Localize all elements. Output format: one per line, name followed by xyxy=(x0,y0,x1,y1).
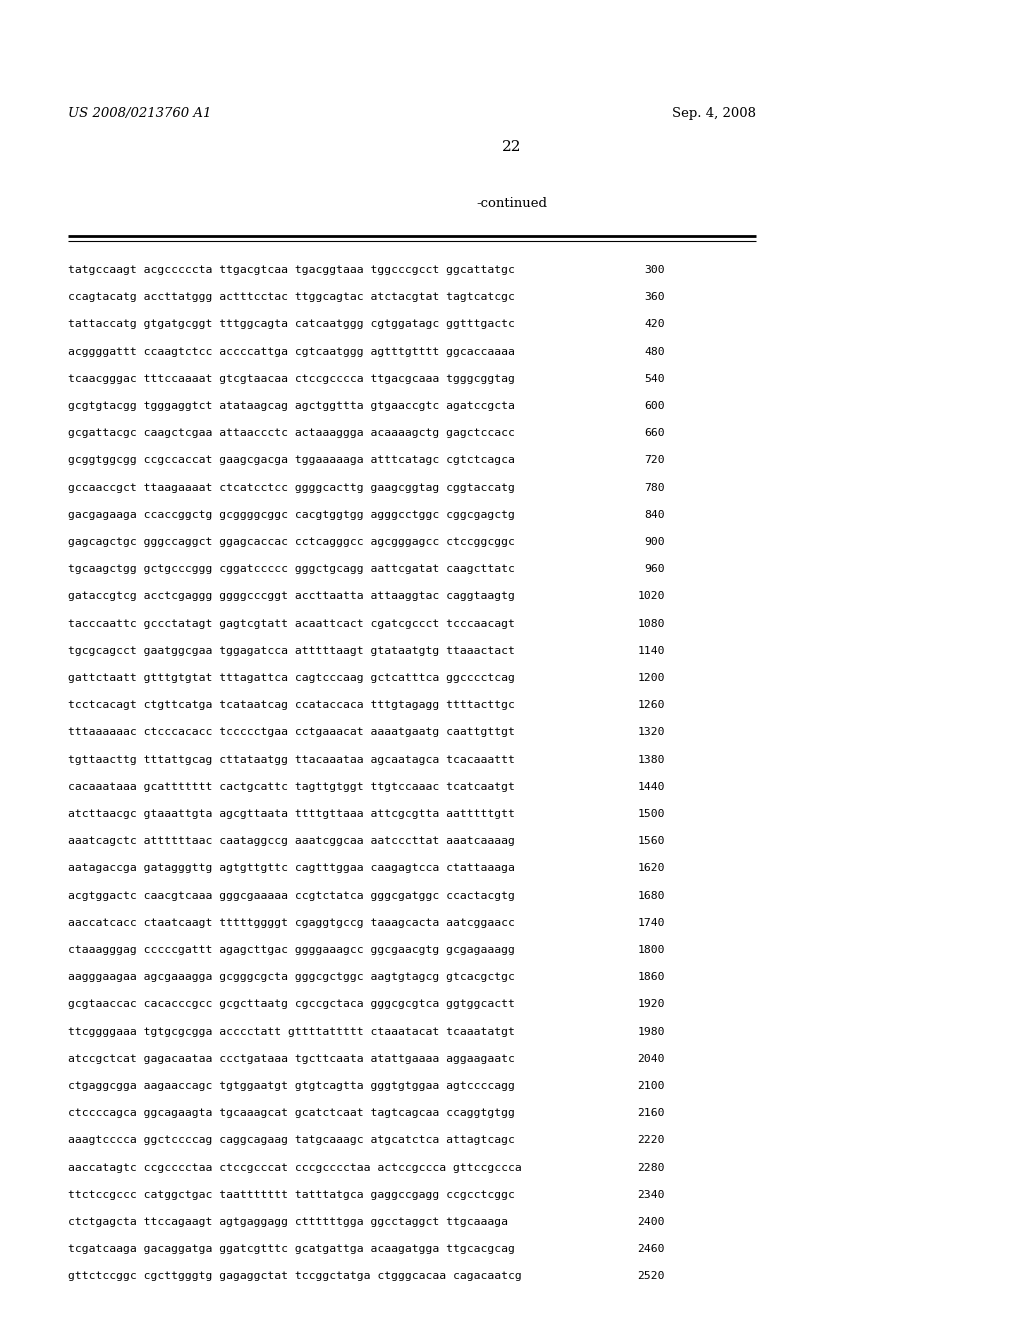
Text: gattctaatt gtttgtgtat tttagattca cagtcccaag gctcatttca ggcccctcag: gattctaatt gtttgtgtat tttagattca cagtccc… xyxy=(68,673,515,682)
Text: atcttaacgc gtaaattgta agcgttaata ttttgttaaa attcgcgtta aatttttgtt: atcttaacgc gtaaattgta agcgttaata ttttgtt… xyxy=(68,809,515,818)
Text: tcaacgggac tttccaaaat gtcgtaacaa ctccgcccca ttgacgcaaa tgggcggtag: tcaacgggac tttccaaaat gtcgtaacaa ctccgcc… xyxy=(68,374,515,384)
Text: cacaaataaa gcattttttt cactgcattc tagttgtggt ttgtccaaac tcatcaatgt: cacaaataaa gcattttttt cactgcattc tagttgt… xyxy=(68,781,515,792)
Text: aaccatcacc ctaatcaagt tttttggggt cgaggtgccg taaagcacta aatcggaacc: aaccatcacc ctaatcaagt tttttggggt cgaggtg… xyxy=(68,917,515,928)
Text: ccagtacatg accttatggg actttcctac ttggcagtac atctacgtat tagtcatcgc: ccagtacatg accttatggg actttcctac ttggcag… xyxy=(68,292,515,302)
Text: 1380: 1380 xyxy=(638,755,665,764)
Text: ctaaagggag cccccgattt agagcttgac ggggaaagcc ggcgaacgtg gcgagaaagg: ctaaagggag cccccgattt agagcttgac ggggaaa… xyxy=(68,945,515,954)
Text: 1140: 1140 xyxy=(638,645,665,656)
Text: tcgatcaaga gacaggatga ggatcgtttc gcatgattga acaagatgga ttgcacgcag: tcgatcaaga gacaggatga ggatcgtttc gcatgat… xyxy=(68,1245,515,1254)
Text: 720: 720 xyxy=(644,455,665,466)
Text: gacgagaaga ccaccggctg gcggggcggc cacgtggtgg agggcctggc cggcgagctg: gacgagaaga ccaccggctg gcggggcggc cacgtgg… xyxy=(68,510,515,520)
Text: aaatcagctc attttttaac caataggccg aaatcggcaa aatcccttat aaatcaaaag: aaatcagctc attttttaac caataggccg aaatcgg… xyxy=(68,836,515,846)
Text: 2280: 2280 xyxy=(638,1163,665,1172)
Text: tatgccaagt acgcccccta ttgacgtcaa tgacggtaaa tggcccgcct ggcattatgc: tatgccaagt acgcccccta ttgacgtcaa tgacggt… xyxy=(68,265,515,275)
Text: atccgctcat gagacaataa ccctgataaa tgcttcaata atattgaaaa aggaagaatc: atccgctcat gagacaataa ccctgataaa tgcttca… xyxy=(68,1053,515,1064)
Text: 1620: 1620 xyxy=(638,863,665,874)
Text: gcgtaaccac cacacccgcc gcgcttaatg cgccgctaca gggcgcgtca ggtggcactt: gcgtaaccac cacacccgcc gcgcttaatg cgccgct… xyxy=(68,999,515,1010)
Text: -continued: -continued xyxy=(476,197,548,210)
Text: 420: 420 xyxy=(644,319,665,330)
Text: 2040: 2040 xyxy=(638,1053,665,1064)
Text: aagggaagaa agcgaaagga gcgggcgcta gggcgctggc aagtgtagcg gtcacgctgc: aagggaagaa agcgaaagga gcgggcgcta gggcgct… xyxy=(68,973,515,982)
Text: 2520: 2520 xyxy=(638,1271,665,1282)
Text: 22: 22 xyxy=(502,140,522,154)
Text: acggggattt ccaagtctcc accccattga cgtcaatggg agtttgtttt ggcaccaaaa: acggggattt ccaagtctcc accccattga cgtcaat… xyxy=(68,347,515,356)
Text: 480: 480 xyxy=(644,347,665,356)
Text: 840: 840 xyxy=(644,510,665,520)
Text: ctgaggcgga aagaaccagc tgtggaatgt gtgtcagtta gggtgtggaa agtccccagg: ctgaggcgga aagaaccagc tgtggaatgt gtgtcag… xyxy=(68,1081,515,1092)
Text: 2160: 2160 xyxy=(638,1109,665,1118)
Text: 1980: 1980 xyxy=(638,1027,665,1036)
Text: ttctccgccc catggctgac taattttttt tatttatgca gaggccgagg ccgcctcggc: ttctccgccc catggctgac taattttttt tatttat… xyxy=(68,1189,515,1200)
Text: gcgattacgc caagctcgaa attaaccctc actaaaggga acaaaagctg gagctccacc: gcgattacgc caagctcgaa attaaccctc actaaag… xyxy=(68,428,515,438)
Text: aaccatagtc ccgcccctaa ctccgcccat cccgcccctaa actccgccca gttccgccca: aaccatagtc ccgcccctaa ctccgcccat cccgccc… xyxy=(68,1163,522,1172)
Text: ctctgagcta ttccagaagt agtgaggagg cttttttgga ggcctaggct ttgcaaaga: ctctgagcta ttccagaagt agtgaggagg ctttttt… xyxy=(68,1217,508,1228)
Text: US 2008/0213760 A1: US 2008/0213760 A1 xyxy=(68,107,211,120)
Text: 1560: 1560 xyxy=(638,836,665,846)
Text: ttcggggaaa tgtgcgcgga acccctatt gttttattttt ctaaatacat tcaaatatgt: ttcggggaaa tgtgcgcgga acccctatt gttttatt… xyxy=(68,1027,515,1036)
Text: 1440: 1440 xyxy=(638,781,665,792)
Text: tgcgcagcct gaatggcgaa tggagatcca atttttaagt gtataatgtg ttaaactact: tgcgcagcct gaatggcgaa tggagatcca attttta… xyxy=(68,645,515,656)
Text: 2340: 2340 xyxy=(638,1189,665,1200)
Text: 1740: 1740 xyxy=(638,917,665,928)
Text: 600: 600 xyxy=(644,401,665,411)
Text: gcgtgtacgg tgggaggtct atataagcag agctggttta gtgaaccgtc agatccgcta: gcgtgtacgg tgggaggtct atataagcag agctggt… xyxy=(68,401,515,411)
Text: acgtggactc caacgtcaaa gggcgaaaaa ccgtctatca gggcgatggc ccactacgtg: acgtggactc caacgtcaaa gggcgaaaaa ccgtcta… xyxy=(68,891,515,900)
Text: gttctccggc cgcttgggtg gagaggctat tccggctatga ctgggcacaa cagacaatcg: gttctccggc cgcttgggtg gagaggctat tccggct… xyxy=(68,1271,522,1282)
Text: 960: 960 xyxy=(644,564,665,574)
Text: 780: 780 xyxy=(644,483,665,492)
Text: 1020: 1020 xyxy=(638,591,665,602)
Text: 1920: 1920 xyxy=(638,999,665,1010)
Text: 1860: 1860 xyxy=(638,973,665,982)
Text: tgttaacttg tttattgcag cttataatgg ttacaaataa agcaatagca tcacaaattt: tgttaacttg tttattgcag cttataatgg ttacaaa… xyxy=(68,755,515,764)
Text: 1800: 1800 xyxy=(638,945,665,954)
Text: 1320: 1320 xyxy=(638,727,665,738)
Text: 1680: 1680 xyxy=(638,891,665,900)
Text: 2220: 2220 xyxy=(638,1135,665,1146)
Text: tacccaattc gccctatagt gagtcgtatt acaattcact cgatcgccct tcccaacagt: tacccaattc gccctatagt gagtcgtatt acaattc… xyxy=(68,619,515,628)
Text: gccaaccgct ttaagaaaat ctcatcctcc ggggcacttg gaagcggtag cggtaccatg: gccaaccgct ttaagaaaat ctcatcctcc ggggcac… xyxy=(68,483,515,492)
Text: 1200: 1200 xyxy=(638,673,665,682)
Text: gataccgtcg acctcgaggg ggggcccggt accttaatta attaaggtac caggtaagtg: gataccgtcg acctcgaggg ggggcccggt accttaa… xyxy=(68,591,515,602)
Text: 1260: 1260 xyxy=(638,700,665,710)
Text: gagcagctgc gggccaggct ggagcaccac cctcagggcc agcgggagcc ctccggcggc: gagcagctgc gggccaggct ggagcaccac cctcagg… xyxy=(68,537,515,546)
Text: tattaccatg gtgatgcggt tttggcagta catcaatggg cgtggatagc ggtttgactc: tattaccatg gtgatgcggt tttggcagta catcaat… xyxy=(68,319,515,330)
Text: gcggtggcgg ccgccaccat gaagcgacga tggaaaaaga atttcatagc cgtctcagca: gcggtggcgg ccgccaccat gaagcgacga tggaaaa… xyxy=(68,455,515,466)
Text: aatagaccga gatagggttg agtgttgttc cagtttggaa caagagtcca ctattaaaga: aatagaccga gatagggttg agtgttgttc cagtttg… xyxy=(68,863,515,874)
Text: 1500: 1500 xyxy=(638,809,665,818)
Text: 2100: 2100 xyxy=(638,1081,665,1092)
Text: 300: 300 xyxy=(644,265,665,275)
Text: ctccccagca ggcagaagta tgcaaagcat gcatctcaat tagtcagcaa ccaggtgtgg: ctccccagca ggcagaagta tgcaaagcat gcatctc… xyxy=(68,1109,515,1118)
Text: tcctcacagt ctgttcatga tcataatcag ccataccaca tttgtagagg ttttacttgc: tcctcacagt ctgttcatga tcataatcag ccatacc… xyxy=(68,700,515,710)
Text: tgcaagctgg gctgcccggg cggatccccc gggctgcagg aattcgatat caagcttatc: tgcaagctgg gctgcccggg cggatccccc gggctgc… xyxy=(68,564,515,574)
Text: Sep. 4, 2008: Sep. 4, 2008 xyxy=(672,107,756,120)
Text: tttaaaaaac ctcccacacc tccccctgaa cctgaaacat aaaatgaatg caattgttgt: tttaaaaaac ctcccacacc tccccctgaa cctgaaa… xyxy=(68,727,515,738)
Text: 900: 900 xyxy=(644,537,665,546)
Text: 1080: 1080 xyxy=(638,619,665,628)
Text: 540: 540 xyxy=(644,374,665,384)
Text: aaagtcccca ggctccccag caggcagaag tatgcaaagc atgcatctca attagtcagc: aaagtcccca ggctccccag caggcagaag tatgcaa… xyxy=(68,1135,515,1146)
Text: 360: 360 xyxy=(644,292,665,302)
Text: 660: 660 xyxy=(644,428,665,438)
Text: 2400: 2400 xyxy=(638,1217,665,1228)
Text: 2460: 2460 xyxy=(638,1245,665,1254)
